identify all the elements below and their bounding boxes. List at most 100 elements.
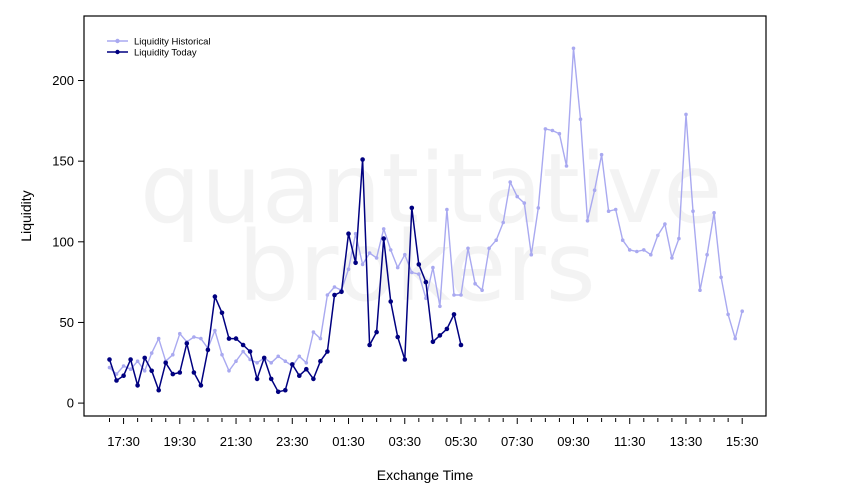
data-point-historical <box>374 256 379 260</box>
data-point-historical <box>297 354 302 359</box>
data-point-historical <box>557 131 562 136</box>
data-point-historical <box>360 262 365 267</box>
y-tick-label: 0 <box>67 396 74 411</box>
data-point-today <box>304 366 309 372</box>
data-point-historical <box>381 227 386 231</box>
data-point-historical <box>445 207 449 212</box>
data-point-today <box>346 231 351 236</box>
x-axis-title: Exchange Time <box>377 467 474 483</box>
legend-label-today: Liquidity Today <box>134 48 197 59</box>
x-tick-label: 13:30 <box>670 434 703 449</box>
data-point-today <box>191 370 197 375</box>
data-point-historical <box>508 180 512 184</box>
data-point-historical <box>241 349 245 354</box>
data-point-today <box>388 299 394 304</box>
data-point-today <box>339 289 344 295</box>
data-point-today <box>360 157 365 162</box>
legend-marker-today <box>115 49 120 55</box>
data-point-today <box>142 355 147 361</box>
series-layer <box>107 46 744 395</box>
data-point-historical <box>353 231 358 236</box>
data-point-historical <box>740 309 744 314</box>
data-point-historical <box>178 331 182 336</box>
y-tick-label: 200 <box>52 73 74 88</box>
plot-frame <box>83 15 767 417</box>
data-point-historical <box>107 365 112 370</box>
data-point-historical <box>438 304 442 309</box>
x-tick-label: 15:30 <box>726 434 759 449</box>
data-point-today <box>107 357 112 362</box>
data-point-historical <box>606 209 611 213</box>
data-point-historical <box>276 354 281 359</box>
data-point-today <box>444 326 450 332</box>
data-point-today <box>268 376 274 382</box>
x-tick-label: 17:30 <box>107 434 140 449</box>
data-point-today <box>177 370 183 375</box>
data-point-today <box>325 349 330 354</box>
data-point-historical <box>515 194 519 199</box>
series-today <box>107 157 464 395</box>
data-point-historical <box>684 112 688 117</box>
data-point-historical <box>128 367 133 372</box>
data-point-today <box>451 312 457 317</box>
data-point-historical <box>121 364 126 368</box>
data-point-today <box>275 389 281 395</box>
data-point-historical <box>466 246 470 251</box>
data-point-historical <box>459 293 463 297</box>
data-point-historical <box>220 352 224 357</box>
x-tick-label: 23:30 <box>276 434 309 449</box>
data-point-historical <box>656 233 660 238</box>
plot-border <box>83 15 767 417</box>
data-point-today <box>240 342 246 348</box>
data-point-historical <box>635 249 639 254</box>
data-point-historical <box>410 270 414 275</box>
data-point-today <box>367 342 372 348</box>
data-point-historical <box>395 265 400 270</box>
data-point-today <box>395 334 401 340</box>
data-point-historical <box>698 288 702 293</box>
data-point-historical <box>529 252 534 257</box>
data-point-historical <box>712 211 716 215</box>
data-point-historical <box>550 128 555 133</box>
data-point-today <box>283 387 288 393</box>
data-point-today <box>198 383 204 388</box>
data-point-historical <box>227 369 231 373</box>
data-point-historical <box>536 206 541 210</box>
data-point-historical <box>564 164 569 168</box>
data-point-historical <box>543 127 548 131</box>
data-point-today <box>318 358 323 364</box>
data-point-historical <box>283 359 288 364</box>
x-tick-label: 07:30 <box>501 434 534 449</box>
y-axis: 0 50 100 150 200 <box>52 73 84 411</box>
data-point-today <box>205 347 211 353</box>
data-point-historical <box>234 359 238 364</box>
data-point-today <box>409 205 415 211</box>
data-point-historical <box>431 265 435 270</box>
data-point-today <box>128 357 133 362</box>
data-point-today <box>254 376 260 382</box>
data-point-today <box>212 294 218 299</box>
data-point-historical <box>311 330 316 334</box>
data-point-historical <box>142 369 147 373</box>
y-tick-label: 100 <box>52 234 74 249</box>
data-point-historical <box>733 336 737 341</box>
data-point-historical <box>248 357 252 362</box>
data-point-today <box>381 236 387 241</box>
y-axis-title: Liquidity <box>18 190 34 241</box>
legend-marker-historical <box>115 38 120 44</box>
data-point-today <box>156 387 161 393</box>
data-point-historical <box>199 336 203 341</box>
data-point-historical <box>578 117 583 121</box>
data-point-historical <box>670 256 674 260</box>
data-point-today <box>114 378 119 383</box>
data-point-historical <box>719 275 723 280</box>
x-tick-label: 09:30 <box>557 434 590 449</box>
y-tick-label: 150 <box>52 154 74 169</box>
data-point-historical <box>318 336 323 341</box>
data-point-today <box>219 310 225 316</box>
data-point-historical <box>171 352 175 357</box>
data-point-historical <box>367 251 372 255</box>
data-point-historical <box>255 361 259 365</box>
